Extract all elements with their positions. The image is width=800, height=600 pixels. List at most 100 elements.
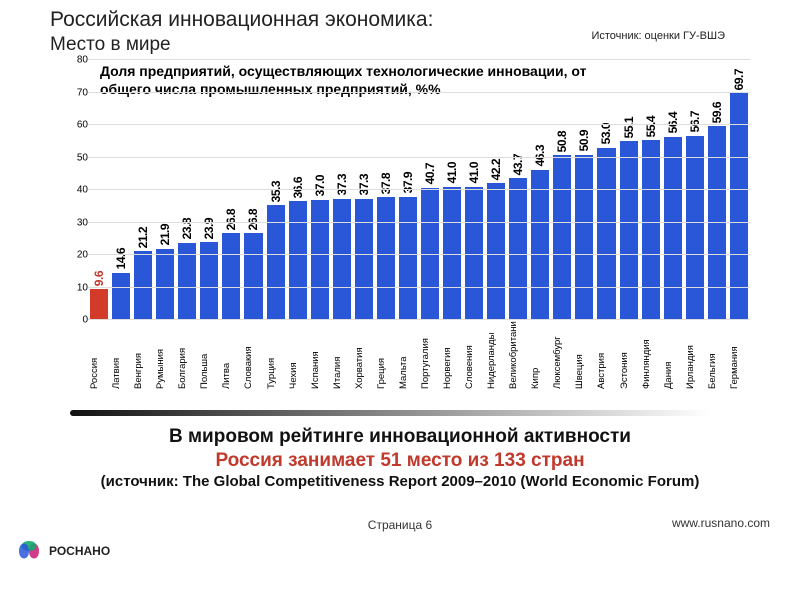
bar-value-label: 59.6 — [710, 102, 724, 123]
bar-value-label: 37.3 — [335, 174, 349, 195]
x-label: Чехия — [289, 321, 307, 389]
bar-rect — [200, 242, 218, 320]
x-label: Болгария — [178, 321, 196, 389]
bar-value-label: 21.2 — [136, 227, 150, 248]
bar-value-label: 14.6 — [114, 248, 128, 269]
bar: 21.9 — [156, 249, 174, 320]
bar: 23.8 — [178, 243, 196, 320]
bar: 46.3 — [531, 170, 549, 320]
bar-value-label: 26.8 — [246, 209, 260, 230]
bar-value-label: 37.0 — [313, 175, 327, 196]
x-label: Бельгия — [708, 321, 726, 389]
bar-rect — [730, 93, 748, 320]
bar-value-label: 50.8 — [555, 131, 569, 152]
bar: 14.6 — [112, 273, 130, 320]
bar: 56.4 — [664, 137, 682, 320]
x-label: Кипр — [531, 321, 549, 389]
x-label: Ирландия — [686, 321, 704, 389]
bar-value-label: 37.9 — [401, 172, 415, 193]
x-label: Австрия — [597, 321, 615, 389]
bar-rect — [531, 170, 549, 320]
bar-rect — [377, 197, 395, 320]
bar-value-label: 37.8 — [379, 173, 393, 194]
bar-rect — [311, 200, 329, 320]
x-label: Словакия — [244, 321, 262, 389]
bar: 37.3 — [355, 199, 373, 320]
x-label: Великобритания — [509, 321, 527, 389]
bar: 37.8 — [377, 197, 395, 320]
x-label: Испания — [311, 321, 329, 389]
bar-rect — [333, 199, 351, 320]
bar: 26.8 — [222, 233, 240, 320]
bar-value-label: 26.8 — [224, 209, 238, 230]
x-label: Румыния — [156, 321, 174, 389]
bar-value-label: 35.3 — [269, 181, 283, 202]
y-tick: 10 — [77, 282, 88, 293]
x-label: Германия — [730, 321, 748, 389]
bars-container: 9.614.621.221.923.823.926.826.835.336.63… — [88, 60, 750, 320]
logo: РОСНАНО — [15, 537, 110, 565]
x-label: Турция — [267, 321, 285, 389]
x-label: Люксембург — [553, 321, 571, 389]
y-tick: 80 — [77, 55, 88, 66]
x-label: Хорватия — [355, 321, 373, 389]
x-label: Швеция — [575, 321, 593, 389]
bar-rect — [421, 188, 439, 320]
bar: 56.7 — [686, 136, 704, 320]
bar-rect — [222, 233, 240, 320]
y-axis: 01020304050607080 — [60, 60, 88, 320]
bar-rect — [289, 201, 307, 320]
bar: 50.8 — [553, 155, 571, 320]
footer-line-2: Россия занимает 51 место из 133 стран — [0, 449, 800, 474]
bar-rect — [134, 251, 152, 320]
bar-value-label: 56.4 — [666, 112, 680, 133]
bar: 36.6 — [289, 201, 307, 320]
x-label: Латвия — [112, 321, 130, 389]
footer-text: В мировом рейтинге инновационной активно… — [0, 425, 800, 491]
bar: 50.9 — [575, 155, 593, 320]
footer-line-1: В мировом рейтинге инновационной активно… — [0, 425, 800, 449]
bar: 55.4 — [642, 140, 660, 320]
site-url: www.rusnano.com — [672, 516, 770, 530]
bar-value-label: 23.8 — [180, 218, 194, 239]
bar: 26.8 — [244, 233, 262, 320]
slide-title: Российская инновационная экономика: — [50, 8, 433, 32]
y-tick: 40 — [77, 185, 88, 196]
x-label: Португалия — [421, 321, 439, 389]
footer-line-3: (источник: The Global Competitiveness Re… — [0, 473, 800, 491]
bar-rect — [90, 289, 108, 320]
slide-subtitle: Место в мире — [50, 34, 171, 56]
bar: 37.0 — [311, 200, 329, 320]
bar-value-label: 36.6 — [291, 177, 305, 198]
bar-rect — [465, 187, 483, 320]
y-tick: 30 — [77, 217, 88, 228]
x-axis-labels: РоссияЛатвияВенгрияРумынияБолгарияПольша… — [88, 321, 750, 389]
x-label: Мальта — [399, 321, 417, 389]
bar-rect — [664, 137, 682, 320]
x-label: Эстония — [620, 321, 638, 389]
y-tick: 20 — [77, 250, 88, 261]
bar-value-label: 69.7 — [732, 69, 746, 90]
bar: 37.3 — [333, 199, 351, 320]
y-tick: 60 — [77, 120, 88, 131]
x-label: Италия — [333, 321, 351, 389]
bar-rect — [355, 199, 373, 320]
bar-value-label: 41.0 — [445, 162, 459, 183]
bar: 37.9 — [399, 197, 417, 320]
logo-text: РОСНАНО — [49, 544, 110, 558]
logo-icon — [15, 537, 43, 565]
bar-rect — [509, 178, 527, 320]
x-label: Венгрия — [134, 321, 152, 389]
bar: 35.3 — [267, 205, 285, 320]
bar-value-label: 46.3 — [533, 145, 547, 166]
bar-rect — [642, 140, 660, 320]
bar-value-label: 42.2 — [489, 159, 503, 180]
x-label: Норвегия — [443, 321, 461, 389]
bar: 41.0 — [465, 187, 483, 320]
bar-value-label: 56.7 — [688, 111, 702, 132]
bar-rect — [553, 155, 571, 320]
bar-value-label: 53.0 — [599, 123, 613, 144]
slide: Российская инновационная экономика: Мест… — [0, 0, 800, 600]
x-label: Россия — [90, 321, 108, 389]
bar: 55.1 — [620, 141, 638, 320]
